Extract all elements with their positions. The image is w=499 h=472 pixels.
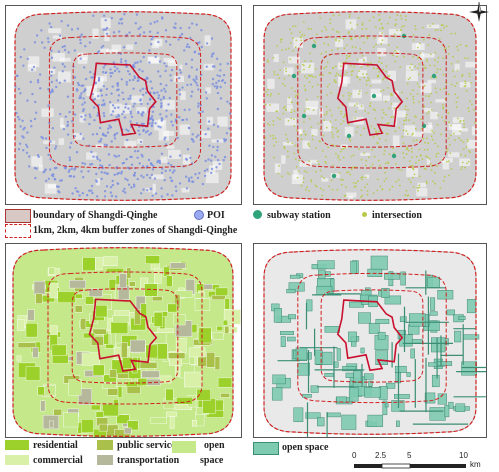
map-panel-openspace	[253, 243, 487, 438]
legend-transportation-swatch	[97, 455, 113, 465]
legend-subway-swatch	[253, 210, 262, 219]
legend-residential-label: residential	[33, 440, 78, 451]
scale-tick-2: 5	[407, 451, 412, 460]
legend-poi-swatch	[194, 210, 204, 220]
legend-open-space-landuse-label-1: open	[204, 440, 225, 451]
map-panel-landuse	[5, 243, 242, 438]
north-arrow-icon: N	[467, 0, 491, 24]
legend-poi-label: POI	[207, 210, 225, 221]
scale-bar: 0 2.5 5 10 km	[352, 452, 488, 472]
legend-boundary-label: boundary of Shangdi-Qinghe	[33, 210, 158, 221]
north-label: N	[477, 0, 482, 1]
legend-buffer-swatch	[5, 224, 31, 238]
legend-open-space-label: open space	[282, 442, 329, 453]
scale-tick-1: 2.5	[375, 451, 387, 460]
legend-commercial-swatch	[5, 455, 29, 465]
legend-intersection-label: intersection	[372, 210, 422, 221]
legend-buffer-label: 1km, 2km, 4km buffer zones of Shangdi-Qi…	[33, 225, 238, 236]
transit-map	[263, 11, 477, 204]
legend-public-service-label: public service	[117, 440, 176, 451]
scale-tick-0: 0	[352, 451, 357, 460]
map-panel-transit	[253, 5, 487, 205]
map-panel-poi	[5, 5, 242, 205]
legend-intersection-swatch	[362, 212, 367, 217]
legend-open-space-swatch	[253, 442, 279, 455]
legend-subway-label: subway station	[267, 210, 331, 221]
scale-tick-3: 10	[459, 451, 468, 460]
legend-boundary-swatch	[5, 209, 31, 223]
legend-public-service-swatch	[97, 440, 113, 450]
landuse-map	[12, 247, 241, 437]
openspace-map	[263, 249, 486, 437]
legend-transportation-label: transportation	[117, 455, 180, 466]
legend-residential-swatch	[5, 440, 29, 450]
legend-commercial-label: commercial	[33, 455, 83, 466]
poi-map	[14, 11, 232, 201]
legend-open-space-landuse-label-2: space	[200, 455, 224, 466]
legend-open-space-landuse-swatch	[172, 441, 196, 453]
scale-unit: km	[470, 460, 481, 469]
